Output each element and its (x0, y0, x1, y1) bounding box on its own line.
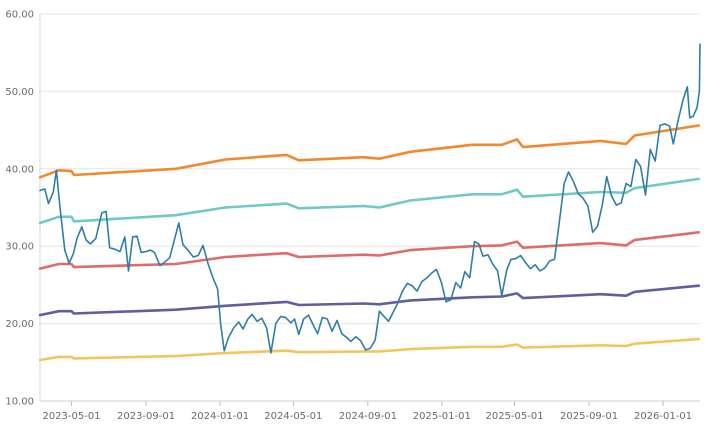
x-tick-label: 2025-09-01 (560, 411, 618, 422)
series-line-6 (39, 43, 701, 354)
series-line-2 (38, 177, 701, 225)
y-tick-label: 60.00 (5, 10, 34, 21)
x-tick-label: 2023-05-01 (42, 411, 100, 422)
series-line-3 (38, 231, 701, 270)
x-tick-label: 2024-05-01 (264, 411, 322, 422)
y-tick-label: 50.00 (5, 87, 34, 98)
x-tick-label: 2024-01-01 (191, 411, 249, 422)
x-tick-label: 2026-01-01 (634, 411, 692, 422)
y-axis-tick-labels: 10.00 20.00 30.00 40.00 50.00 60.00 (5, 10, 34, 408)
y-tick-label: 40.00 (5, 164, 34, 175)
y-tick-label: 20.00 (5, 319, 34, 330)
series-line-4 (38, 284, 701, 317)
series-lines (38, 43, 701, 362)
x-tick-label: 2023-09-01 (117, 411, 175, 422)
y-tick-label: 10.00 (5, 397, 34, 408)
x-tick-label: 2024-09-01 (339, 411, 397, 422)
gridlines (40, 13, 700, 325)
series-line-1 (38, 124, 701, 179)
series-line-5 (38, 337, 701, 362)
x-axis-tick-labels: 2023-05-01 2023-09-01 2024-01-01 2024-05-01… (42, 401, 692, 422)
x-tick-label: 2025-01-01 (413, 411, 471, 422)
y-tick-label: 30.00 (5, 242, 34, 253)
x-tick-label: 2025-05-01 (485, 411, 543, 422)
